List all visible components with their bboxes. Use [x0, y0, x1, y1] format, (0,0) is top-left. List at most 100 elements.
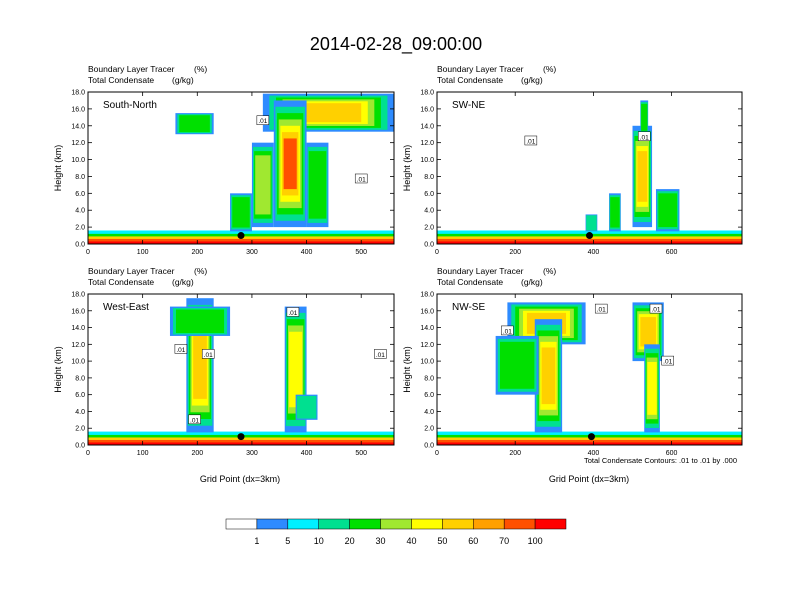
panel-var-title-2: Total Condensate	[88, 75, 154, 85]
plume-level	[289, 331, 303, 408]
colorbar-label: 30	[376, 536, 386, 546]
plume-level	[232, 197, 250, 228]
colorbar-label: 70	[499, 536, 509, 546]
contour-label: .01	[190, 417, 199, 424]
colorbar-label: 60	[468, 536, 478, 546]
panel-var-units: (%)	[194, 64, 207, 74]
x-axis-label: Grid Point (dx=3km)	[549, 474, 629, 484]
x-tick-label: 0	[435, 249, 439, 256]
y-tick-label: 2.0	[75, 225, 85, 232]
colorbar-label: 10	[314, 536, 324, 546]
y-tick-label: 16.0	[71, 106, 85, 113]
colorbar-label: 50	[437, 536, 447, 546]
tracer-plume	[175, 113, 214, 135]
site-marker	[587, 433, 595, 441]
y-tick-label: 4.0	[424, 409, 434, 416]
tracer-plume	[295, 394, 318, 420]
plume-level	[283, 138, 297, 190]
colorbar-swatch	[225, 518, 258, 530]
contour-label-box	[594, 303, 608, 314]
contour-footnote: Total Condensate Contours: .01 to .01 by…	[584, 456, 737, 465]
tracer-plume	[609, 193, 621, 232]
contour-label: .01	[288, 310, 297, 317]
colorbar: 1 5 10 20 30 40 50 60 70 100	[225, 518, 567, 546]
contour-label: .01	[651, 307, 660, 314]
y-axis-label: Height (km)	[402, 346, 412, 393]
colorbar-swatch	[256, 518, 289, 530]
y-tick-label: 18.0	[420, 90, 434, 97]
contour-label: .01	[357, 176, 366, 183]
contour-label: .01	[204, 352, 213, 359]
plot-frame	[436, 293, 743, 446]
contour-label-box	[374, 349, 387, 359]
colorbar-swatch	[287, 518, 319, 530]
panel-var-units: (%)	[543, 266, 556, 276]
tracer-band	[88, 241, 394, 244]
x-tick-label: 400	[588, 249, 600, 256]
colorbar-swatch	[349, 518, 381, 530]
tracer-plume	[230, 193, 252, 232]
figure-title: 2014-02-28_09:00:00	[310, 34, 482, 55]
plume-level	[541, 347, 556, 405]
contour-label: .01	[176, 347, 185, 354]
tracer-plume	[534, 319, 563, 433]
plot-area	[88, 92, 394, 244]
contour-label-box	[524, 135, 538, 146]
contour-label-box	[649, 303, 663, 314]
x-tick-label: 600	[666, 249, 678, 256]
y-tick-label: 12.0	[420, 140, 434, 147]
colorbar-label: 5	[285, 536, 290, 546]
tracer-plume	[169, 306, 231, 336]
x-tick-label: 400	[588, 450, 600, 457]
x-tick-label: 300	[246, 249, 258, 256]
contour-label-box	[256, 115, 270, 125]
plume-level	[658, 193, 678, 228]
x-tick-label: 300	[246, 450, 258, 457]
colorbar-swatch	[503, 518, 536, 530]
x-tick-label: 200	[509, 249, 521, 256]
plume-level	[640, 317, 656, 347]
contour-label-box	[286, 307, 300, 317]
x-tick-label: 500	[355, 450, 367, 457]
plume-level	[295, 103, 362, 123]
y-tick-label: 6.0	[75, 191, 85, 198]
x-tick-label: 0	[435, 450, 439, 457]
y-tick-label: 12.0	[71, 342, 85, 349]
y-tick-label: 0.0	[424, 443, 434, 450]
colorbar-swatch	[473, 518, 505, 530]
y-tick-label: 0.0	[75, 443, 85, 450]
x-tick-label: 200	[191, 450, 203, 457]
panel-var-units: (%)	[543, 64, 556, 74]
tracer-band	[88, 442, 394, 445]
y-tick-label: 8.0	[424, 174, 434, 181]
y-tick-label: 0.0	[424, 242, 434, 249]
x-tick-label: 600	[666, 450, 678, 457]
plume-level	[641, 103, 648, 131]
panel-var-units-2: (g/kg)	[172, 277, 194, 287]
y-tick-label: 10.0	[71, 157, 85, 164]
colorbar-label: 1	[254, 536, 259, 546]
contour-label: .01	[258, 118, 267, 125]
y-tick-label: 18.0	[71, 90, 85, 97]
y-tick-label: 12.0	[420, 342, 434, 349]
panel-south-north: Boundary Layer Tracer (%) Total Condensate…	[53, 64, 395, 256]
contour-label: .01	[376, 352, 385, 359]
y-tick-label: 4.0	[75, 208, 85, 215]
x-tick-label: 0	[86, 249, 90, 256]
panel-label: South-North	[103, 100, 157, 111]
x-tick-label: 200	[509, 450, 521, 457]
x-tick-label: 200	[191, 249, 203, 256]
y-tick-label: 10.0	[420, 359, 434, 366]
y-tick-label: 2.0	[424, 225, 434, 232]
colorbar-label: 40	[406, 536, 416, 546]
y-tick-label: 16.0	[71, 308, 85, 315]
y-tick-label: 6.0	[424, 392, 434, 399]
tracer-plume	[644, 344, 660, 433]
y-tick-label: 16.0	[420, 308, 434, 315]
plot-frame	[87, 293, 395, 446]
y-tick-label: 2.0	[424, 426, 434, 433]
y-axis-label: Height (km)	[402, 145, 412, 192]
contour-label: .01	[526, 138, 535, 145]
contour-label: .01	[597, 307, 606, 314]
